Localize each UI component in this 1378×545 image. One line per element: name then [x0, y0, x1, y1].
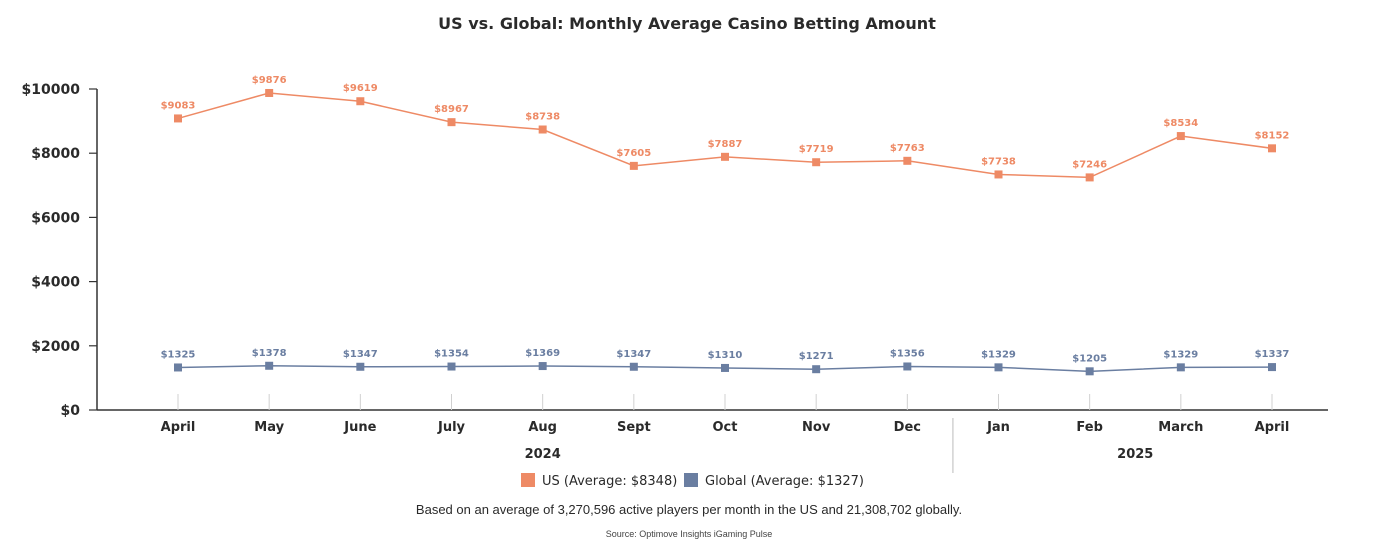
- x-tick-label: July: [437, 420, 466, 435]
- data-point-global: [174, 363, 182, 372]
- data-label-global: $1329: [981, 349, 1016, 360]
- x-tick-label: Aug: [528, 420, 557, 435]
- data-label-us: $9619: [343, 83, 378, 94]
- data-point-global: [994, 363, 1003, 372]
- data-label-us: $8967: [434, 104, 469, 115]
- year-label: 2025: [1117, 447, 1153, 462]
- data-point-global: [812, 365, 821, 374]
- data-point-global: [447, 362, 456, 371]
- data-label-us: $9876: [252, 75, 287, 86]
- data-point-us: [721, 152, 729, 161]
- y-tick-label: $8000: [31, 146, 80, 162]
- x-tick-label: March: [1158, 420, 1203, 435]
- legend: US (Average: $8348) Global (Average: $13…: [521, 473, 864, 489]
- data-point-global: [721, 363, 729, 372]
- data-label-global: $1329: [1163, 349, 1198, 360]
- y-axis-ticks: $0 $2000 $4000 $6000 $8000 $10000: [22, 82, 97, 419]
- year-groups: 2024 2025: [525, 418, 1153, 473]
- data-label-global: $1271: [799, 351, 834, 362]
- legend-label-us: US (Average: $8348): [542, 474, 677, 489]
- data-label-us: $7246: [1072, 159, 1107, 170]
- source-note: Source: Optimove Insights iGaming Pulse: [606, 529, 773, 539]
- legend-label-global: Global (Average: $1327): [705, 474, 864, 489]
- axes: [96, 89, 1328, 411]
- x-tick-label: Nov: [802, 420, 831, 435]
- data-label-global: $1356: [890, 348, 925, 359]
- data-label-us: $8534: [1163, 118, 1198, 129]
- data-point-global: [265, 361, 274, 370]
- data-point-us: [538, 125, 547, 134]
- x-axis-ticks: April May June July Aug Sept Oct Nov Dec Jan Feb Ma…: [161, 394, 1290, 435]
- data-label-global: $1337: [1255, 349, 1290, 360]
- data-label-global: $1354: [434, 349, 469, 360]
- y-tick-label: $10000: [22, 82, 81, 98]
- x-tick-label: Oct: [713, 420, 738, 435]
- data-label-us: $8152: [1255, 130, 1290, 141]
- x-tick-label: Feb: [1076, 420, 1102, 435]
- footnote: Based on an average of 3,270,596 active …: [416, 502, 962, 517]
- x-tick-label: Jan: [986, 420, 1010, 435]
- y-tick-label: $2000: [31, 339, 80, 355]
- x-tick-label: May: [254, 420, 284, 435]
- data-label-global: $1310: [708, 350, 743, 361]
- data-point-us: [1085, 173, 1094, 182]
- data-label-global: $1378: [252, 348, 287, 359]
- data-point-global: [1085, 367, 1094, 376]
- y-tick-label: $6000: [31, 210, 80, 226]
- year-label: 2024: [525, 447, 561, 462]
- legend-swatch-global: [684, 473, 698, 487]
- data-point-us: [812, 158, 821, 167]
- x-tick-label: Dec: [894, 420, 921, 435]
- data-label-us: $7887: [708, 139, 743, 150]
- data-point-global: [356, 362, 365, 371]
- data-label-global: $1205: [1072, 353, 1107, 364]
- data-label-global: $1325: [161, 349, 196, 360]
- series-global: $1325 $1378 $1347 $1354 $1369 $1347 $1310 $1271…: [161, 348, 1290, 376]
- data-label-global: $1347: [343, 349, 378, 360]
- data-point-global: [1268, 363, 1276, 372]
- legend-swatch-us: [521, 473, 535, 487]
- data-label-us: $7763: [890, 143, 925, 154]
- data-point-us: [994, 170, 1003, 179]
- series-line-us: [177, 92, 1273, 179]
- chart-title: US vs. Global: Monthly Average Casino Be…: [438, 14, 936, 33]
- data-label-us: $9083: [161, 100, 196, 111]
- x-tick-label: April: [1255, 420, 1290, 435]
- data-point-us: [629, 161, 638, 170]
- data-label-global: $1369: [525, 348, 560, 359]
- data-label-us: $7719: [799, 144, 834, 155]
- data-label-us: $8738: [525, 112, 560, 123]
- data-label-global: $1347: [616, 349, 651, 360]
- data-point-us: [1268, 144, 1276, 153]
- series-layer: $9083 $9876 $9619 $8967 $8738 $7605 $7887 $7719…: [161, 75, 1290, 376]
- y-tick-label: $0: [61, 403, 81, 419]
- data-label-us: $7738: [981, 156, 1016, 167]
- data-point-us: [174, 114, 182, 123]
- x-tick-label: Sept: [617, 420, 651, 435]
- y-tick-label: $4000: [31, 275, 80, 291]
- data-point-us: [265, 88, 274, 97]
- series-us: $9083 $9876 $9619 $8967 $8738 $7605 $7887 $7719…: [161, 75, 1290, 182]
- x-tick-label: April: [161, 420, 196, 435]
- x-tick-label: June: [343, 420, 376, 435]
- data-point-us: [1176, 132, 1185, 141]
- data-point-global: [538, 362, 547, 371]
- data-point-global: [903, 362, 912, 371]
- data-point-us: [903, 156, 912, 165]
- data-point-us: [447, 118, 456, 127]
- data-label-us: $7605: [616, 148, 651, 159]
- data-point-global: [629, 362, 638, 371]
- data-point-us: [356, 97, 365, 106]
- data-point-global: [1176, 363, 1185, 372]
